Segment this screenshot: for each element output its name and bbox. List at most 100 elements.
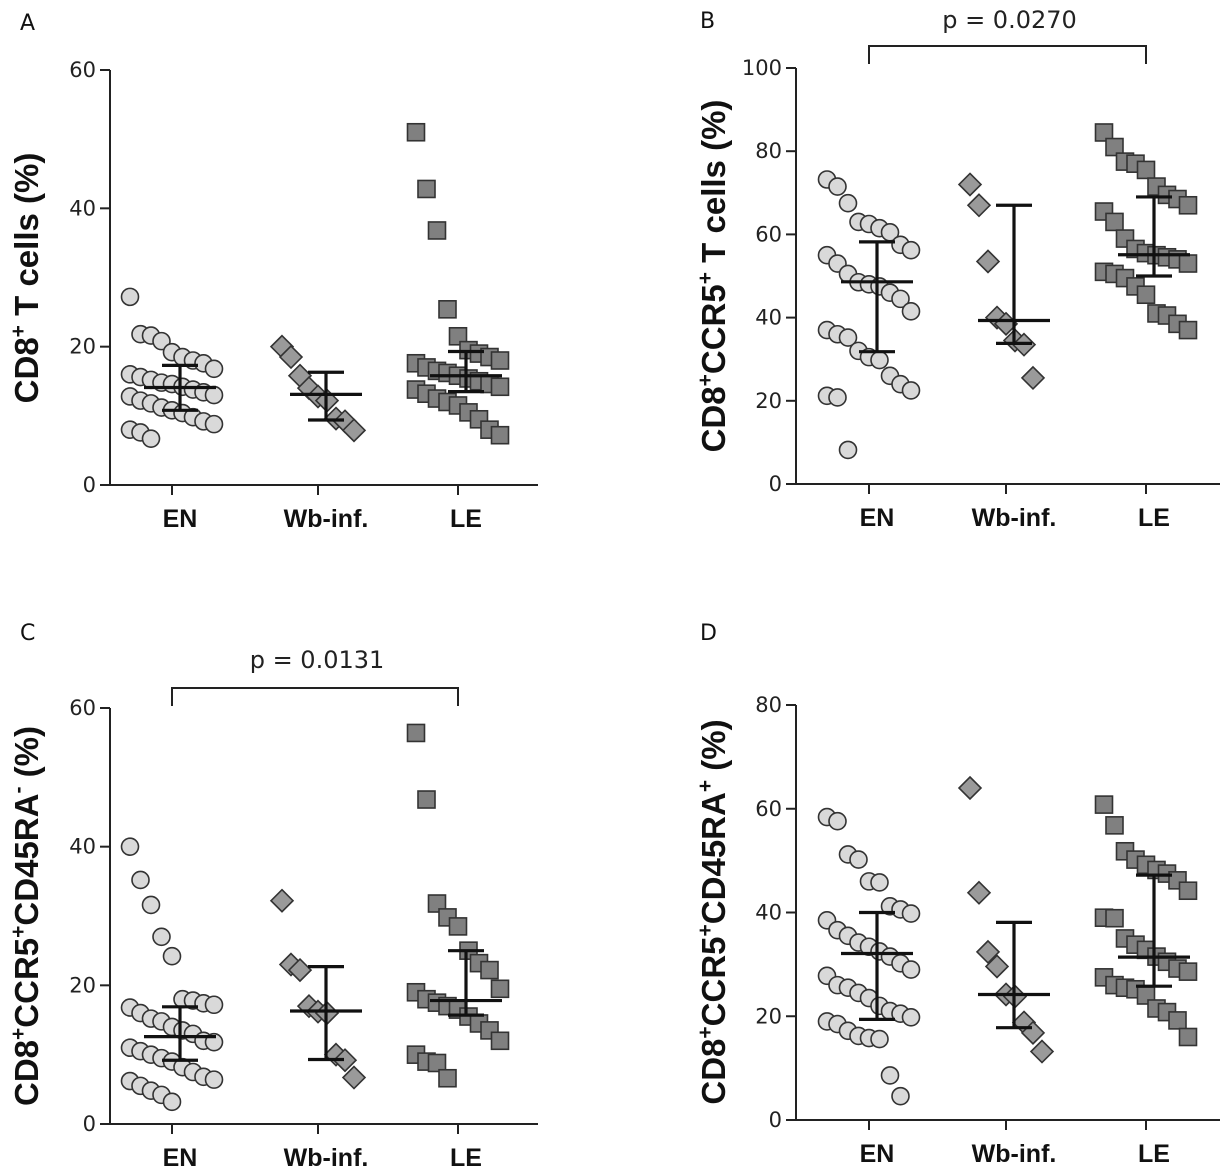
x-category-label: LE bbox=[1138, 1140, 1170, 1168]
p-value-label: p = 0.0270 bbox=[942, 6, 1077, 34]
panel-letter: B bbox=[700, 9, 715, 34]
data-point-EN bbox=[204, 1070, 224, 1089]
data-point-EN bbox=[828, 177, 847, 196]
data-point-LE bbox=[1105, 908, 1124, 928]
y-tick-label: 80 bbox=[755, 693, 782, 717]
data-point-EN bbox=[204, 385, 224, 405]
data-point-LE bbox=[1178, 962, 1198, 981]
data-point-LE bbox=[406, 122, 426, 142]
y-tick-label: 60 bbox=[755, 222, 782, 246]
data-point-Wb-inf. bbox=[984, 954, 1010, 979]
panel-D: D 0 20 40 60 80 EN Wb-inf. LE CD8+CCR5+CD45RA+ (%… bbox=[694, 621, 1220, 1168]
data-point-Wb-inf. bbox=[278, 344, 304, 370]
y-axis-label: CD8+CCR5+CD45RA+ (%) bbox=[694, 719, 732, 1104]
data-point-EN bbox=[131, 870, 150, 890]
data-point-EN bbox=[901, 302, 921, 321]
data-point-LE bbox=[1136, 160, 1156, 180]
significance-bracket bbox=[868, 45, 1147, 64]
p-value-label: p = 0.0131 bbox=[250, 646, 385, 674]
data-point-Wb-inf. bbox=[975, 939, 1001, 965]
data-point-EN bbox=[880, 1066, 900, 1085]
data-point-LE bbox=[448, 917, 468, 936]
data-point-LE bbox=[1094, 123, 1114, 142]
data-point-EN bbox=[849, 850, 868, 869]
data-point-EN bbox=[870, 873, 889, 892]
data-point-EN bbox=[828, 811, 847, 831]
data-point-Wb-inf. bbox=[1020, 365, 1046, 391]
data-point-LE bbox=[490, 425, 510, 445]
data-point-EN bbox=[901, 960, 921, 979]
y-axis-label: CD8+CCR5+CD45RA- (%) bbox=[7, 726, 45, 1106]
y-tick-label: 20 bbox=[69, 973, 96, 997]
y-tick-label: 0 bbox=[769, 1108, 782, 1132]
x-category-label: Wb-inf. bbox=[972, 1140, 1057, 1168]
y-tick-label: 20 bbox=[755, 1004, 782, 1028]
data-point-Wb-inf. bbox=[332, 1048, 358, 1073]
data-point-EN bbox=[838, 440, 858, 460]
data-point-EN bbox=[891, 1086, 910, 1106]
data-point-EN bbox=[901, 1007, 921, 1027]
data-point-EN bbox=[204, 995, 224, 1015]
y-tick-label: 40 bbox=[69, 835, 96, 859]
data-point-EN bbox=[120, 287, 140, 307]
data-point-EN bbox=[828, 388, 847, 407]
data-point-LE bbox=[1178, 254, 1198, 273]
data-point-Wb-inf. bbox=[966, 193, 992, 218]
data-point-LE bbox=[417, 790, 436, 809]
data-point-Wb-inf. bbox=[1029, 1039, 1055, 1064]
data-point-LE bbox=[1105, 816, 1124, 835]
data-point-LE bbox=[417, 179, 436, 199]
data-point-LE bbox=[490, 377, 510, 397]
y-tick-label: 40 bbox=[755, 901, 782, 925]
y-axis-label: CD8+CCR5+ T cells (%) bbox=[694, 100, 732, 453]
x-category-label: Wb-inf. bbox=[284, 1144, 369, 1170]
x-category-label: EN bbox=[860, 504, 895, 532]
significance-bracket bbox=[171, 687, 459, 706]
data-point-LE bbox=[1178, 195, 1198, 215]
data-point-LE bbox=[1178, 320, 1198, 340]
x-category-label: LE bbox=[450, 505, 482, 533]
x-category-label: LE bbox=[450, 1144, 482, 1170]
panel-C: C 0 20 40 60 EN Wb-inf. LE CD8+CCR5+CD45RA- (%) p… bbox=[7, 621, 538, 1170]
y-axis-label: CD8+ T cells (%) bbox=[7, 153, 45, 404]
panel-A: A 0 20 40 60 EN Wb-inf. LE CD8+ T cells (%) bbox=[7, 11, 538, 533]
x-category-label: EN bbox=[860, 1140, 895, 1168]
y-tick-label: 0 bbox=[83, 1112, 96, 1136]
data-point-EN bbox=[838, 193, 858, 213]
panel-letter: D bbox=[700, 621, 717, 646]
data-point-EN bbox=[204, 414, 224, 434]
data-point-LE bbox=[1178, 881, 1198, 901]
data-point-EN bbox=[141, 895, 161, 915]
data-point-LE bbox=[1136, 285, 1156, 305]
panel-letter: C bbox=[20, 621, 35, 646]
y-tick-label: 60 bbox=[69, 696, 96, 720]
data-point-Wb-inf. bbox=[957, 172, 983, 197]
data-point-EN bbox=[901, 381, 921, 400]
y-tick-label: 40 bbox=[755, 306, 782, 330]
data-point-EN bbox=[838, 328, 858, 347]
data-point-LE bbox=[448, 326, 468, 346]
data-point-EN bbox=[141, 429, 161, 448]
data-point-LE bbox=[1105, 137, 1124, 157]
data-point-LE bbox=[427, 221, 447, 240]
data-point-LE bbox=[490, 979, 510, 999]
data-point-EN bbox=[901, 240, 921, 260]
x-category-label: Wb-inf. bbox=[284, 505, 369, 533]
data-point-LE bbox=[427, 894, 447, 913]
data-point-EN bbox=[162, 1092, 182, 1112]
x-category-label: LE bbox=[1138, 504, 1170, 532]
data-point-EN bbox=[162, 946, 182, 966]
data-point-LE bbox=[1105, 212, 1124, 232]
data-point-LE bbox=[1178, 1027, 1198, 1047]
data-point-LE bbox=[490, 1031, 510, 1051]
y-tick-label: 40 bbox=[69, 196, 96, 220]
data-point-LE bbox=[406, 723, 426, 743]
data-point-LE bbox=[438, 1068, 457, 1088]
data-point-Wb-inf. bbox=[975, 249, 1001, 274]
data-point-EN bbox=[152, 927, 171, 947]
data-point-EN bbox=[870, 1029, 889, 1049]
data-point-Wb-inf. bbox=[341, 1065, 367, 1090]
y-tick-label: 0 bbox=[83, 473, 96, 497]
x-category-label: EN bbox=[163, 1144, 198, 1170]
